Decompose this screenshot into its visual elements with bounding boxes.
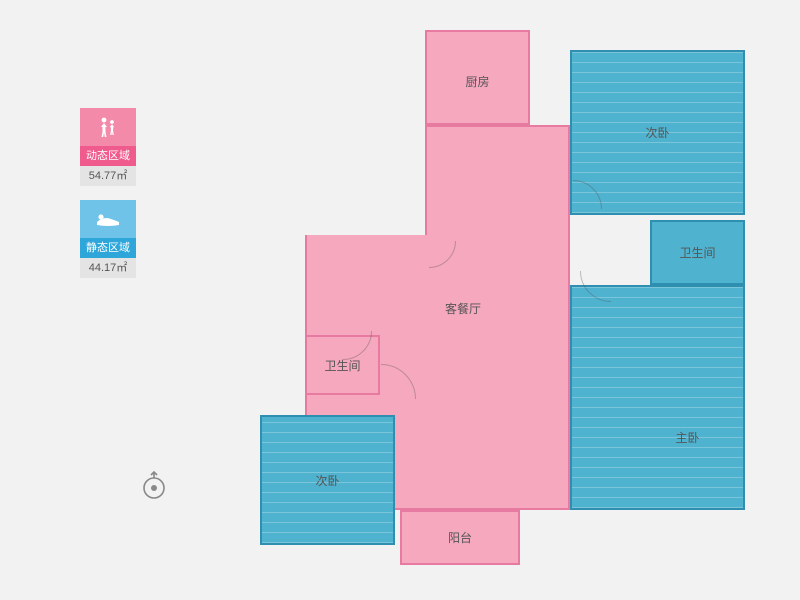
legend-static: 静态区域 44.17㎡: [80, 200, 136, 278]
room-label-bedroom_master: 主卧: [675, 429, 699, 446]
room-bedroom_secondary_bottom: 次卧: [260, 415, 395, 545]
legend-dynamic-label: 动态区域: [80, 146, 136, 166]
people-icon: [95, 116, 121, 138]
room-bathroom_master: 卫生间: [650, 220, 745, 285]
room-balcony: 阳台: [400, 510, 520, 565]
legend-static-label: 静态区域: [80, 238, 136, 258]
room-kitchen: 厨房: [425, 30, 530, 125]
room-bathroom_small: 卫生间: [305, 335, 380, 395]
legend-dynamic-icon-box: [80, 108, 136, 146]
room-label-bathroom_master: 卫生间: [679, 244, 715, 261]
room-bedroom_secondary_top: 次卧: [570, 50, 745, 215]
room-label-bedroom_secondary_bottom: 次卧: [315, 472, 339, 489]
legend-dynamic-value: 54.77㎡: [80, 166, 136, 186]
room-label-kitchen: 厨房: [465, 73, 489, 90]
legend-dynamic: 动态区域 54.77㎡: [80, 108, 136, 186]
legend-static-icon-box: [80, 200, 136, 238]
sleep-icon: [94, 209, 122, 229]
legend-static-value: 44.17㎡: [80, 258, 136, 278]
room-bedroom_master: 主卧: [570, 285, 745, 510]
floor-plan: 厨房客餐厅卫生间阳台次卧卫生间主卧次卧: [250, 30, 750, 570]
room-label-bathroom_small: 卫生间: [324, 357, 360, 374]
compass-icon: [140, 470, 168, 498]
room-label-bedroom_secondary_top: 次卧: [645, 124, 669, 141]
room-living_dining-part0: [425, 125, 570, 235]
room-label-balcony: 阳台: [448, 529, 472, 546]
